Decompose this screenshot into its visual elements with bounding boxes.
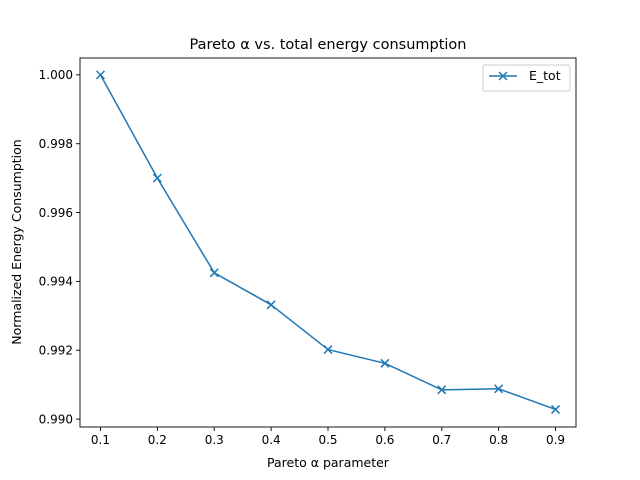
legend-marker-x: [498, 71, 508, 81]
x-tick-label: 0.2: [148, 433, 167, 447]
x-tick-label: 0.1: [91, 433, 110, 447]
data-point-marker: [209, 268, 219, 278]
x-axis-ticks: 0.1 0.2 0.3 0.4 0.5 0.6 0.7 0.8 0.9: [91, 427, 565, 447]
data-point-marker: [437, 385, 447, 395]
series-layer: [95, 70, 561, 414]
x-tick-label: 0.8: [489, 433, 508, 447]
chart-title: Pareto α vs. total energy consumption: [189, 37, 466, 53]
data-point-marker: [494, 384, 504, 394]
data-point-marker: [323, 345, 333, 355]
plot-frame: [79, 57, 577, 428]
y-tick-label: 0.990: [39, 412, 73, 426]
x-tick-label: 0.4: [262, 433, 281, 447]
data-point-marker: [380, 358, 390, 368]
y-tick-label: 0.996: [39, 206, 73, 220]
y-axis-ticks: 0.990 0.992 0.994 0.996 0.998 1.000: [39, 68, 80, 426]
y-tick-label: 1.000: [39, 68, 73, 82]
y-tick-label: 0.998: [39, 137, 73, 151]
legend-box: [482, 64, 571, 92]
y-tick-label: 0.994: [39, 275, 73, 289]
data-point-marker: [266, 300, 276, 310]
y-tick-label: 0.992: [39, 344, 73, 358]
x-tick-label: 0.7: [432, 433, 451, 447]
x-axis-label: Pareto α parameter: [267, 455, 390, 470]
legend-label-e-tot: E_tot: [529, 68, 561, 83]
legend: E_tot: [482, 64, 571, 92]
x-tick-label: 0.3: [205, 433, 224, 447]
data-point-marker: [95, 70, 106, 80]
x-tick-label: 0.9: [546, 433, 565, 447]
data-point-marker: [550, 404, 561, 414]
x-tick-label: 0.5: [318, 433, 337, 447]
x-tick-label: 0.6: [375, 433, 394, 447]
y-axis-label: Normalized Energy Consumption: [9, 139, 24, 344]
data-point-marker: [152, 173, 162, 183]
